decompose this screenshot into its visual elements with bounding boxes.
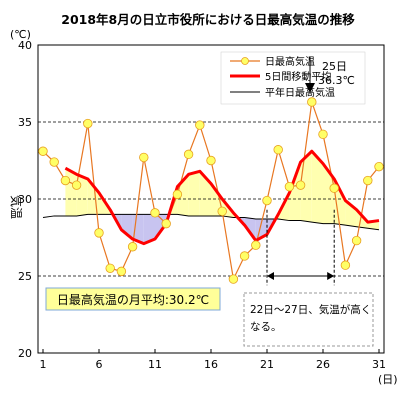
y-tick-label: 25 <box>18 270 32 283</box>
daily-temp-point <box>228 274 239 284</box>
daily-temp-point <box>329 183 339 193</box>
fill-segment <box>143 214 155 244</box>
daily-temp-point <box>206 155 216 166</box>
x-unit-label: (日) <box>378 373 398 386</box>
daily-temp-point <box>71 180 82 190</box>
fill-segment <box>289 162 301 221</box>
legend-marker-daily <box>241 57 249 65</box>
fill-segment <box>323 163 335 224</box>
monthly-average-box: 日最高気温の月平均:30.2℃ <box>45 287 221 311</box>
y-axis-label: 気温 <box>9 195 24 219</box>
legend-label-daily: 日最高気温 <box>265 55 315 68</box>
fill-segment <box>65 168 77 216</box>
x-tick-label: 21 <box>260 358 274 371</box>
legend: 日最高気温 5日間移動平均 平年日最高気温 <box>220 51 366 105</box>
fill-segment <box>345 200 357 227</box>
daily-temp-point <box>262 195 272 206</box>
daily-temp-point <box>94 228 104 238</box>
daily-temp-point <box>195 120 205 130</box>
daily-temp-point <box>217 206 227 217</box>
fill-segment <box>76 174 88 216</box>
daily-temp-point <box>60 175 71 186</box>
series-line-moving-avg <box>64 149 380 246</box>
fill-segment <box>121 214 133 240</box>
daily-temp-point <box>105 263 115 274</box>
fill-segment <box>311 151 323 224</box>
period-annotation: 22日～27日、気温が高く なる。 <box>243 209 374 347</box>
daily-temp-point <box>172 189 183 200</box>
daily-temp-point <box>38 146 48 156</box>
daily-temp-point <box>363 175 373 186</box>
monthly-average-bg <box>45 287 221 311</box>
plot-frame <box>37 44 385 354</box>
daily-temp-point <box>307 97 317 107</box>
peak-arrow-head <box>305 83 315 93</box>
fill-segment <box>188 171 200 216</box>
markers-layer <box>38 97 384 284</box>
x-tick-label: 16 <box>204 358 218 371</box>
legend-label-normal: 平年日最高気温 <box>265 86 335 99</box>
daily-temp-point <box>295 180 306 190</box>
daily-temp-point <box>318 129 328 140</box>
daily-temp-point <box>83 118 93 129</box>
daily-temp-point <box>374 161 384 172</box>
y-tick-label: 35 <box>18 116 32 129</box>
peak-temp-label: 36.3℃ <box>318 74 355 87</box>
period-note-line2: なる。 <box>250 321 282 333</box>
x-tick-label: 11 <box>148 358 162 371</box>
chart-title: 2018年8月の日立市役所における日最高気温の推移 <box>61 12 355 27</box>
peak-annotation: 25日 36.3℃ <box>305 57 355 93</box>
legend-label-moving-avg: 5日間移動平均 <box>265 70 331 83</box>
fill-segment <box>300 151 312 223</box>
daily-temp-point <box>273 145 283 155</box>
daily-temp-point <box>284 181 295 192</box>
daily-temp-point <box>139 152 149 163</box>
y-unit-label: (℃) <box>10 28 31 41</box>
monthly-average-text: 日最高気温の月平均:30.2℃ <box>57 292 209 307</box>
daily-temp-point <box>161 218 171 229</box>
daily-temp-point <box>49 157 59 167</box>
x-tick-label: 1 <box>40 358 47 371</box>
period-arrowhead-left <box>267 272 274 280</box>
daily-temp-point <box>251 240 261 250</box>
period-note-box <box>243 292 374 347</box>
x-tick-label: 6 <box>96 358 103 371</box>
daily-temp-point <box>183 149 194 160</box>
daily-temp-point <box>127 242 138 252</box>
daily-temp-point <box>150 208 160 218</box>
x-tick-label: 31 <box>372 358 386 371</box>
y-tick-label: 20 <box>18 347 32 360</box>
y-tick-label: 40 <box>18 39 32 52</box>
period-arrowhead-right <box>327 272 335 280</box>
daily-temp-point <box>351 235 362 246</box>
x-tick-label: 26 <box>316 358 330 371</box>
peak-day-label: 25日 <box>322 60 347 73</box>
daily-temp-point <box>340 260 351 270</box>
daily-temp-point <box>239 251 250 261</box>
series-line-normal <box>42 213 380 231</box>
period-note-line1: 22日～27日、気温が高く <box>250 303 371 316</box>
y-tick-label: 30 <box>18 193 32 206</box>
daily-temp-point <box>116 266 127 277</box>
